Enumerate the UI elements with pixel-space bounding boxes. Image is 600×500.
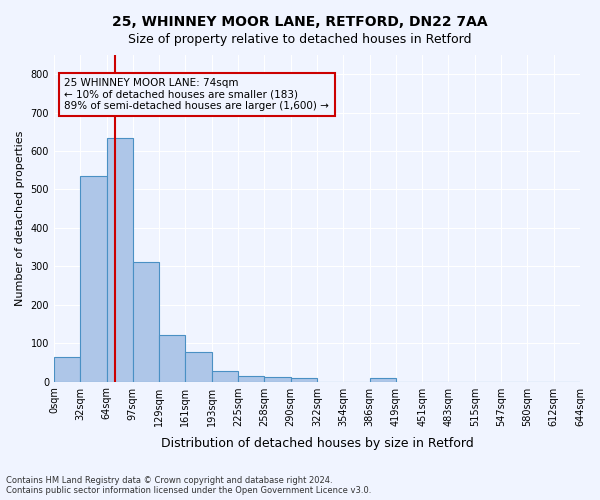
Bar bbox=[185, 352, 212, 382]
Bar bbox=[133, 262, 159, 382]
Bar bbox=[290, 378, 317, 382]
Bar bbox=[80, 176, 107, 382]
Bar bbox=[159, 336, 185, 382]
Text: Size of property relative to detached houses in Retford: Size of property relative to detached ho… bbox=[128, 32, 472, 46]
Bar bbox=[370, 378, 396, 382]
Bar bbox=[212, 371, 238, 382]
X-axis label: Distribution of detached houses by size in Retford: Distribution of detached houses by size … bbox=[161, 437, 473, 450]
Bar bbox=[107, 138, 133, 382]
Bar bbox=[265, 377, 290, 382]
Y-axis label: Number of detached properties: Number of detached properties bbox=[15, 130, 25, 306]
Bar bbox=[238, 376, 265, 382]
Text: 25 WHINNEY MOOR LANE: 74sqm
← 10% of detached houses are smaller (183)
89% of se: 25 WHINNEY MOOR LANE: 74sqm ← 10% of det… bbox=[64, 78, 329, 111]
Bar bbox=[54, 356, 80, 382]
Text: 25, WHINNEY MOOR LANE, RETFORD, DN22 7AA: 25, WHINNEY MOOR LANE, RETFORD, DN22 7AA bbox=[112, 15, 488, 29]
Text: Contains HM Land Registry data © Crown copyright and database right 2024.
Contai: Contains HM Land Registry data © Crown c… bbox=[6, 476, 371, 495]
